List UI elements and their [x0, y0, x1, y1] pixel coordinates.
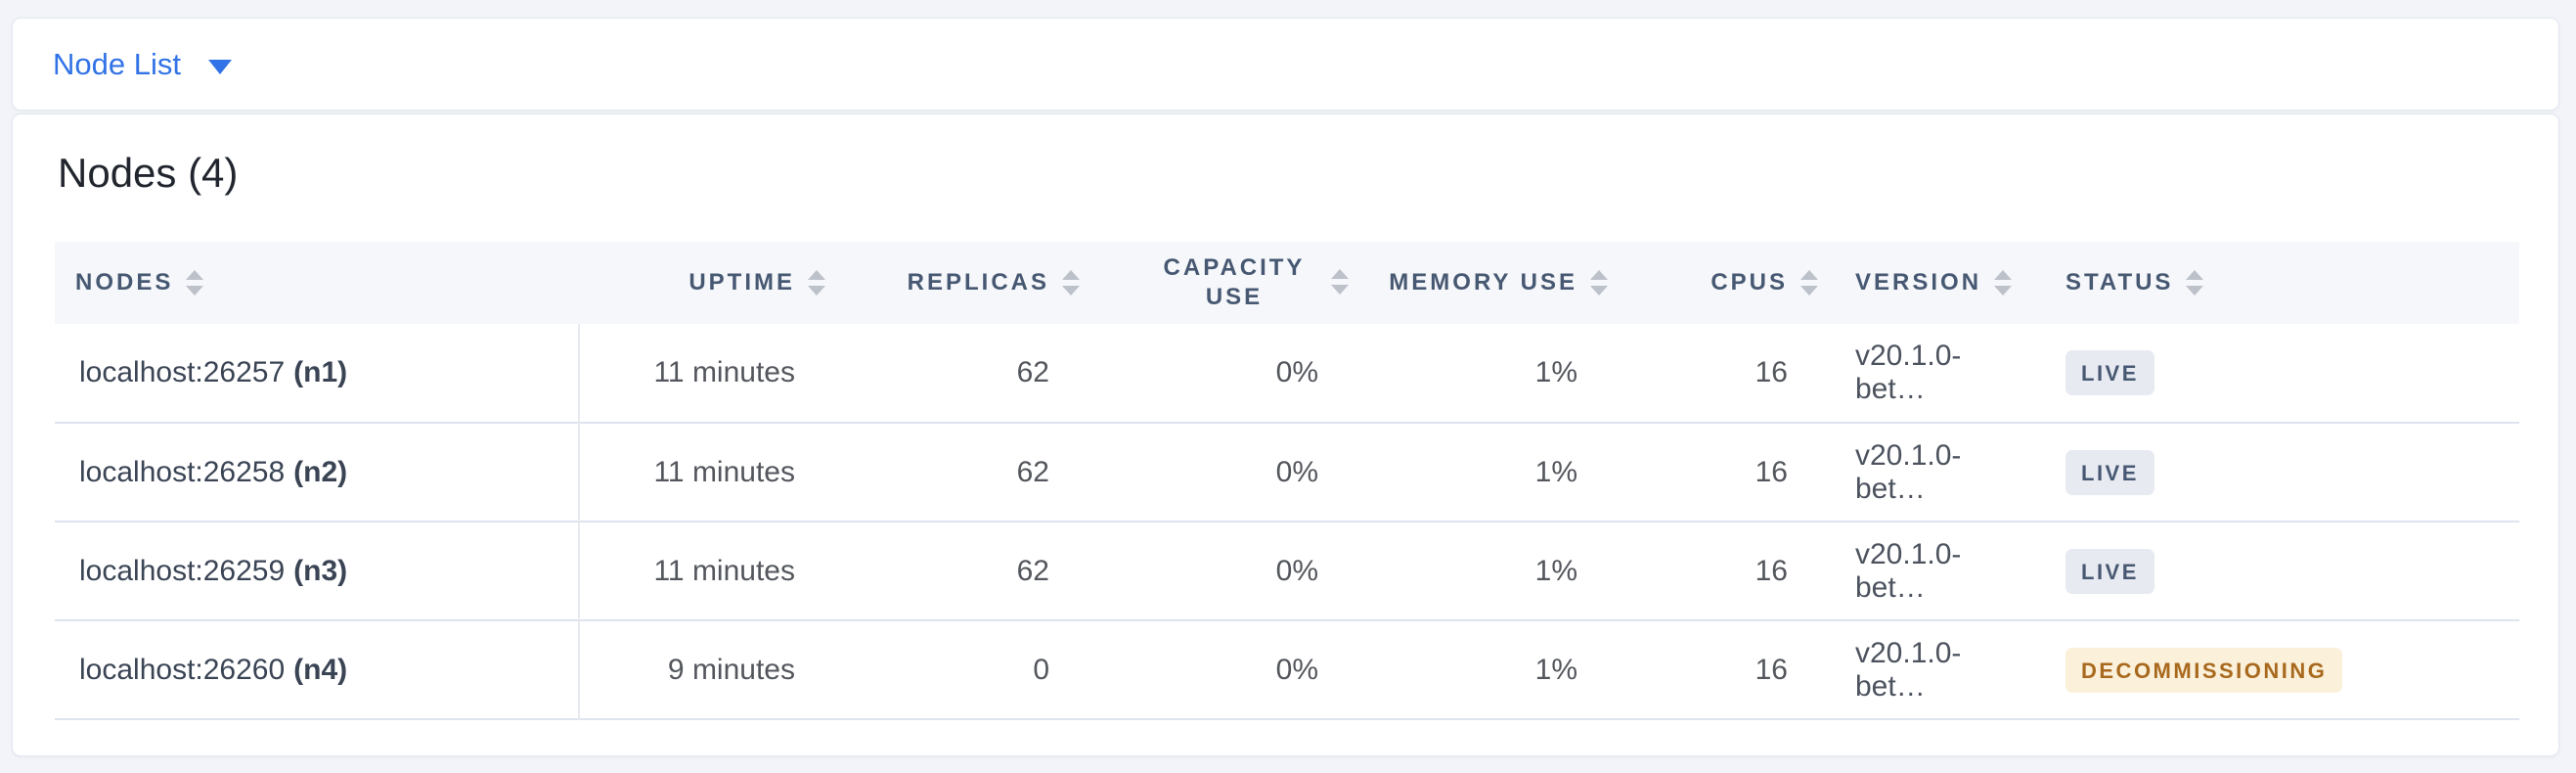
node-address: localhost:26257	[79, 356, 286, 388]
sort-icon	[1799, 268, 1820, 297]
chevron-down-icon	[207, 59, 232, 74]
uptime-cell: 11 minutes	[653, 356, 795, 388]
uptime-cell: 11 minutes	[653, 554, 795, 587]
column-header-uptime[interactable]: UPTIME	[579, 242, 827, 324]
column-header-nodes[interactable]: NODES	[55, 242, 579, 324]
view-selector-bar: Node List	[12, 18, 2559, 111]
sort-icon	[2184, 268, 2205, 297]
capacity-use-cell: 0%	[1275, 356, 1318, 388]
table-row: localhost:26260 (n4) 9 minutes 0 0% 1% 16…	[55, 620, 2519, 719]
version-cell: v20.1.0-bet…	[1855, 537, 1962, 604]
status-cell: LIVE	[2030, 522, 2519, 620]
memory-use-cell: 1%	[1534, 554, 1577, 587]
node-id: (n1)	[293, 356, 348, 388]
uptime-cell: 9 minutes	[667, 653, 795, 686]
memory-use-cell: 1%	[1534, 653, 1577, 686]
memory-use-cell: 1%	[1534, 356, 1577, 388]
sort-icon	[184, 268, 205, 297]
version-cell: v20.1.0-bet…	[1855, 438, 1962, 505]
sort-icon	[1060, 268, 1082, 297]
nodes-panel: Nodes (4) NODES	[12, 114, 2559, 756]
node-id: (n4)	[293, 653, 348, 686]
status-cell: DECOMMISSIONING	[2030, 620, 2519, 719]
version-cell: v20.1.0-bet…	[1855, 340, 1962, 405]
memory-use-cell: 1%	[1534, 455, 1577, 488]
replicas-cell: 62	[1016, 554, 1049, 587]
column-header-status[interactable]: STATUS	[2030, 242, 2519, 324]
node-name-cell: localhost:26257 (n1)	[55, 324, 580, 423]
replicas-cell: 62	[1016, 356, 1049, 388]
capacity-use-cell: 0%	[1275, 653, 1318, 686]
column-header-memory-use[interactable]: MEMORY USE	[1351, 242, 1610, 324]
version-cell: v20.1.0-bet…	[1855, 636, 1962, 703]
table-row: localhost:26257 (n1) 11 minutes 62 0% 1% …	[55, 324, 2519, 423]
status-cell: LIVE	[2030, 324, 2519, 423]
cpus-cell: 16	[1754, 455, 1788, 488]
column-header-replicas[interactable]: REPLICAS	[827, 242, 1082, 324]
table-row: localhost:26259 (n3) 11 minutes 62 0% 1% …	[55, 522, 2519, 620]
node-address: localhost:26258	[79, 455, 286, 488]
view-dropdown[interactable]: Node List	[53, 47, 232, 82]
node-name-cell: localhost:26260 (n4)	[55, 620, 580, 719]
sort-icon	[806, 268, 827, 297]
node-id: (n2)	[293, 455, 348, 488]
cpus-cell: 16	[1754, 653, 1788, 686]
status-badge: LIVE	[2065, 548, 2154, 594]
uptime-cell: 11 minutes	[653, 455, 795, 488]
status-badge: DECOMMISSIONING	[2065, 647, 2343, 693]
replicas-cell: 62	[1016, 455, 1049, 488]
node-name-cell: localhost:26259 (n3)	[55, 522, 580, 620]
node-address: localhost:26259	[79, 554, 286, 587]
status-cell: LIVE	[2030, 423, 2519, 522]
node-id: (n3)	[293, 554, 348, 587]
status-badge: LIVE	[2065, 449, 2154, 495]
sort-icon	[1329, 267, 1351, 296]
status-badge: LIVE	[2065, 350, 2154, 395]
sort-icon	[1992, 268, 2014, 297]
table-row: localhost:26258 (n2) 11 minutes 62 0% 1% …	[55, 423, 2519, 522]
node-address: localhost:26260	[79, 653, 286, 686]
capacity-use-cell: 0%	[1275, 455, 1318, 488]
node-name-cell: localhost:26258 (n2)	[55, 423, 580, 522]
column-header-version[interactable]: VERSION	[1820, 242, 2030, 324]
page-title: Nodes (4)	[58, 150, 239, 196]
sort-icon	[1588, 268, 1610, 297]
capacity-use-cell: 0%	[1275, 554, 1318, 587]
replicas-cell: 0	[1033, 653, 1049, 686]
column-header-cpus[interactable]: CPUS	[1610, 242, 1820, 324]
view-dropdown-label: Node List	[53, 46, 181, 81]
nodes-table: NODES UPTIME	[55, 242, 2519, 720]
cpus-cell: 16	[1754, 554, 1788, 587]
table-header-row: NODES UPTIME	[55, 242, 2519, 324]
column-header-capacity-use[interactable]: CAPACITY USE	[1082, 242, 1351, 324]
cpus-cell: 16	[1754, 356, 1788, 388]
